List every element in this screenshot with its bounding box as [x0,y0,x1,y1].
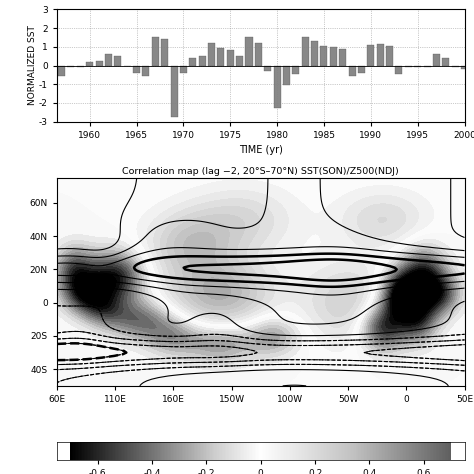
Bar [96,62,102,65]
Bar [367,45,374,65]
Bar [405,65,412,67]
Bar [414,65,421,67]
Bar [105,54,112,65]
Bar [348,65,356,76]
Bar [452,65,459,67]
Bar [67,65,74,67]
Bar [339,49,346,65]
Bar [255,43,262,65]
Bar [433,54,440,65]
Bar [133,65,140,73]
Bar [77,65,84,67]
Bar [301,37,309,65]
Bar [395,65,402,74]
Bar [218,48,224,65]
Title: Correlation map (lag −2, 20°S–70°N) SST(SON)/Z500(NDJ): Correlation map (lag −2, 20°S–70°N) SST(… [122,167,399,176]
Bar [152,37,159,65]
Bar [199,56,206,65]
Bar [283,65,290,84]
Bar [461,65,468,69]
Bar [124,65,131,66]
Bar [358,65,365,73]
Bar [292,65,300,74]
X-axis label: TIME (yr): TIME (yr) [239,145,283,155]
Bar [58,65,65,76]
Bar [424,65,430,67]
Bar [114,56,121,65]
Bar [311,41,318,65]
Bar [330,47,337,65]
Bar [320,46,328,65]
Bar [86,62,93,65]
Bar [208,43,215,65]
Bar [273,65,281,108]
Bar [386,46,393,65]
Bar [442,58,449,65]
Bar [377,44,383,65]
Bar [171,65,178,117]
Bar [236,56,243,65]
Bar [142,65,149,76]
Bar [180,65,187,73]
Bar [246,37,253,65]
Bar [189,58,196,65]
Bar [264,65,271,72]
Bar [227,50,234,65]
Bar [161,39,168,65]
Y-axis label: NORMALIZED SST: NORMALIZED SST [28,26,37,105]
Bar [470,62,474,65]
